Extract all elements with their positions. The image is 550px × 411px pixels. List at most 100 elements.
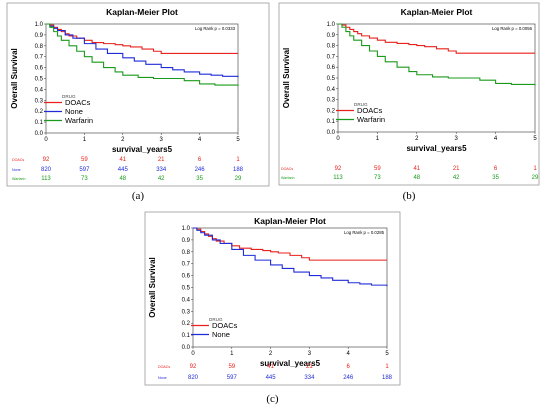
- y-tick-label: 0.6: [182, 274, 191, 280]
- risk-count: 48: [119, 176, 126, 182]
- y-tick-label: 0.8: [182, 250, 191, 256]
- risk-count: 41: [267, 364, 274, 370]
- y-axis-label: Overall Survival: [282, 48, 291, 108]
- legend-label-warfarin: Warfarin: [65, 116, 93, 125]
- risk-count: 73: [81, 176, 88, 182]
- y-axis-label: Overall Survival: [148, 257, 157, 317]
- chart-title: Kaplan-Meier Plot: [106, 7, 178, 17]
- legend-title: DRUG: [209, 317, 223, 322]
- km-curve-none: [46, 23, 239, 78]
- risk-row-label: Warfarin: [281, 176, 294, 180]
- risk-count: 1: [385, 364, 389, 370]
- risk-row-label: DOACs: [158, 365, 170, 369]
- risk-count: 445: [118, 167, 129, 173]
- risk-count: 73: [374, 175, 381, 181]
- risk-count: 246: [343, 375, 354, 381]
- risk-count: 41: [119, 157, 126, 163]
- y-tick-label: 0.1: [35, 120, 44, 126]
- x-tick-label: 2: [415, 136, 419, 142]
- y-tick-label: 0.9: [327, 33, 336, 39]
- risk-count: 597: [79, 167, 90, 173]
- panel-caption: (a): [132, 190, 145, 202]
- risk-count: 59: [228, 364, 235, 370]
- x-tick-label: 3: [308, 351, 312, 357]
- y-tick-label: 0.5: [35, 77, 44, 83]
- x-tick-label: 3: [455, 136, 459, 142]
- panel-frame: [278, 2, 540, 186]
- x-tick-label: 5: [236, 137, 240, 143]
- x-tick-label: 0: [44, 137, 48, 143]
- y-tick-label: 0.7: [182, 262, 191, 268]
- x-tick-label: 0: [191, 351, 195, 357]
- risk-count: 820: [41, 167, 52, 173]
- x-tick-label: 1: [376, 136, 380, 142]
- chart-title: Kaplan-Meier Plot: [401, 7, 473, 17]
- risk-count: 334: [304, 375, 315, 381]
- y-tick-label: 0.2: [327, 108, 336, 114]
- risk-count: 1: [533, 166, 537, 172]
- risk-count: 92: [335, 166, 342, 172]
- y-tick-label: 1.0: [35, 22, 44, 28]
- y-tick-label: 0.3: [182, 309, 191, 315]
- risk-count: 35: [492, 175, 499, 181]
- risk-count: 21: [158, 157, 165, 163]
- risk-count: 445: [266, 375, 277, 381]
- risk-count: 820: [188, 375, 199, 381]
- logrank-annotation: Log Rank p = 0.0285: [344, 230, 385, 235]
- risk-count: 59: [374, 166, 381, 172]
- x-tick-label: 0: [336, 136, 340, 142]
- x-axis-label: survival_years5: [406, 144, 467, 153]
- y-tick-label: 0.6: [327, 65, 336, 71]
- legend-label-doacs: DOACs: [357, 106, 383, 115]
- y-tick-label: 0.0: [35, 131, 44, 137]
- x-tick-label: 4: [198, 137, 202, 143]
- x-tick-label: 2: [269, 351, 273, 357]
- x-tick-label: 5: [385, 351, 389, 357]
- panel-frame: [6, 2, 270, 187]
- x-axis-label: survival_years5: [260, 359, 321, 368]
- risk-count: 48: [413, 175, 420, 181]
- risk-count: 92: [190, 364, 197, 370]
- y-tick-label: 0.0: [327, 130, 336, 136]
- y-tick-label: 0.8: [35, 44, 44, 50]
- risk-count: 21: [453, 166, 460, 172]
- risk-count: 1: [236, 157, 240, 163]
- y-tick-label: 0.1: [182, 333, 191, 339]
- y-tick-label: 1.0: [327, 22, 336, 28]
- risk-row-label: None: [158, 376, 167, 380]
- risk-row-label: None: [12, 168, 21, 172]
- legend-title: DRUG: [354, 102, 368, 107]
- y-tick-label: 0.4: [327, 87, 336, 93]
- legend-label-none: None: [212, 330, 230, 339]
- x-tick-label: 4: [494, 136, 498, 142]
- y-tick-label: 0.0: [182, 345, 191, 351]
- y-tick-label: 0.2: [35, 109, 44, 115]
- x-tick-label: 4: [347, 351, 351, 357]
- x-tick-label: 2: [121, 137, 125, 143]
- risk-count: 21: [306, 364, 313, 370]
- x-axis-label: survival_years5: [112, 145, 173, 154]
- legend-title: DRUG: [62, 94, 76, 99]
- risk-count: 42: [453, 175, 460, 181]
- risk-count: 188: [233, 167, 244, 173]
- risk-count: 59: [81, 157, 88, 163]
- chart-title: Kaplan-Meier Plot: [254, 216, 326, 226]
- y-tick-label: 0.5: [327, 76, 336, 82]
- x-tick-label: 1: [230, 351, 234, 357]
- y-tick-label: 0.4: [182, 297, 191, 303]
- risk-count: 113: [333, 175, 343, 181]
- y-tick-label: 0.7: [35, 55, 44, 61]
- legend-label-warfarin: Warfarin: [357, 115, 385, 124]
- risk-count: 92: [43, 157, 50, 163]
- risk-count: 35: [196, 176, 203, 182]
- risk-count: 188: [382, 375, 393, 381]
- y-tick-label: 0.7: [327, 54, 336, 60]
- legend-label-doacs: DOACs: [212, 321, 238, 330]
- y-tick-label: 0.2: [182, 321, 191, 327]
- risk-count: 6: [198, 157, 202, 163]
- risk-count: 29: [532, 175, 539, 181]
- risk-count: 246: [195, 167, 206, 173]
- legend-label-none: None: [65, 107, 83, 116]
